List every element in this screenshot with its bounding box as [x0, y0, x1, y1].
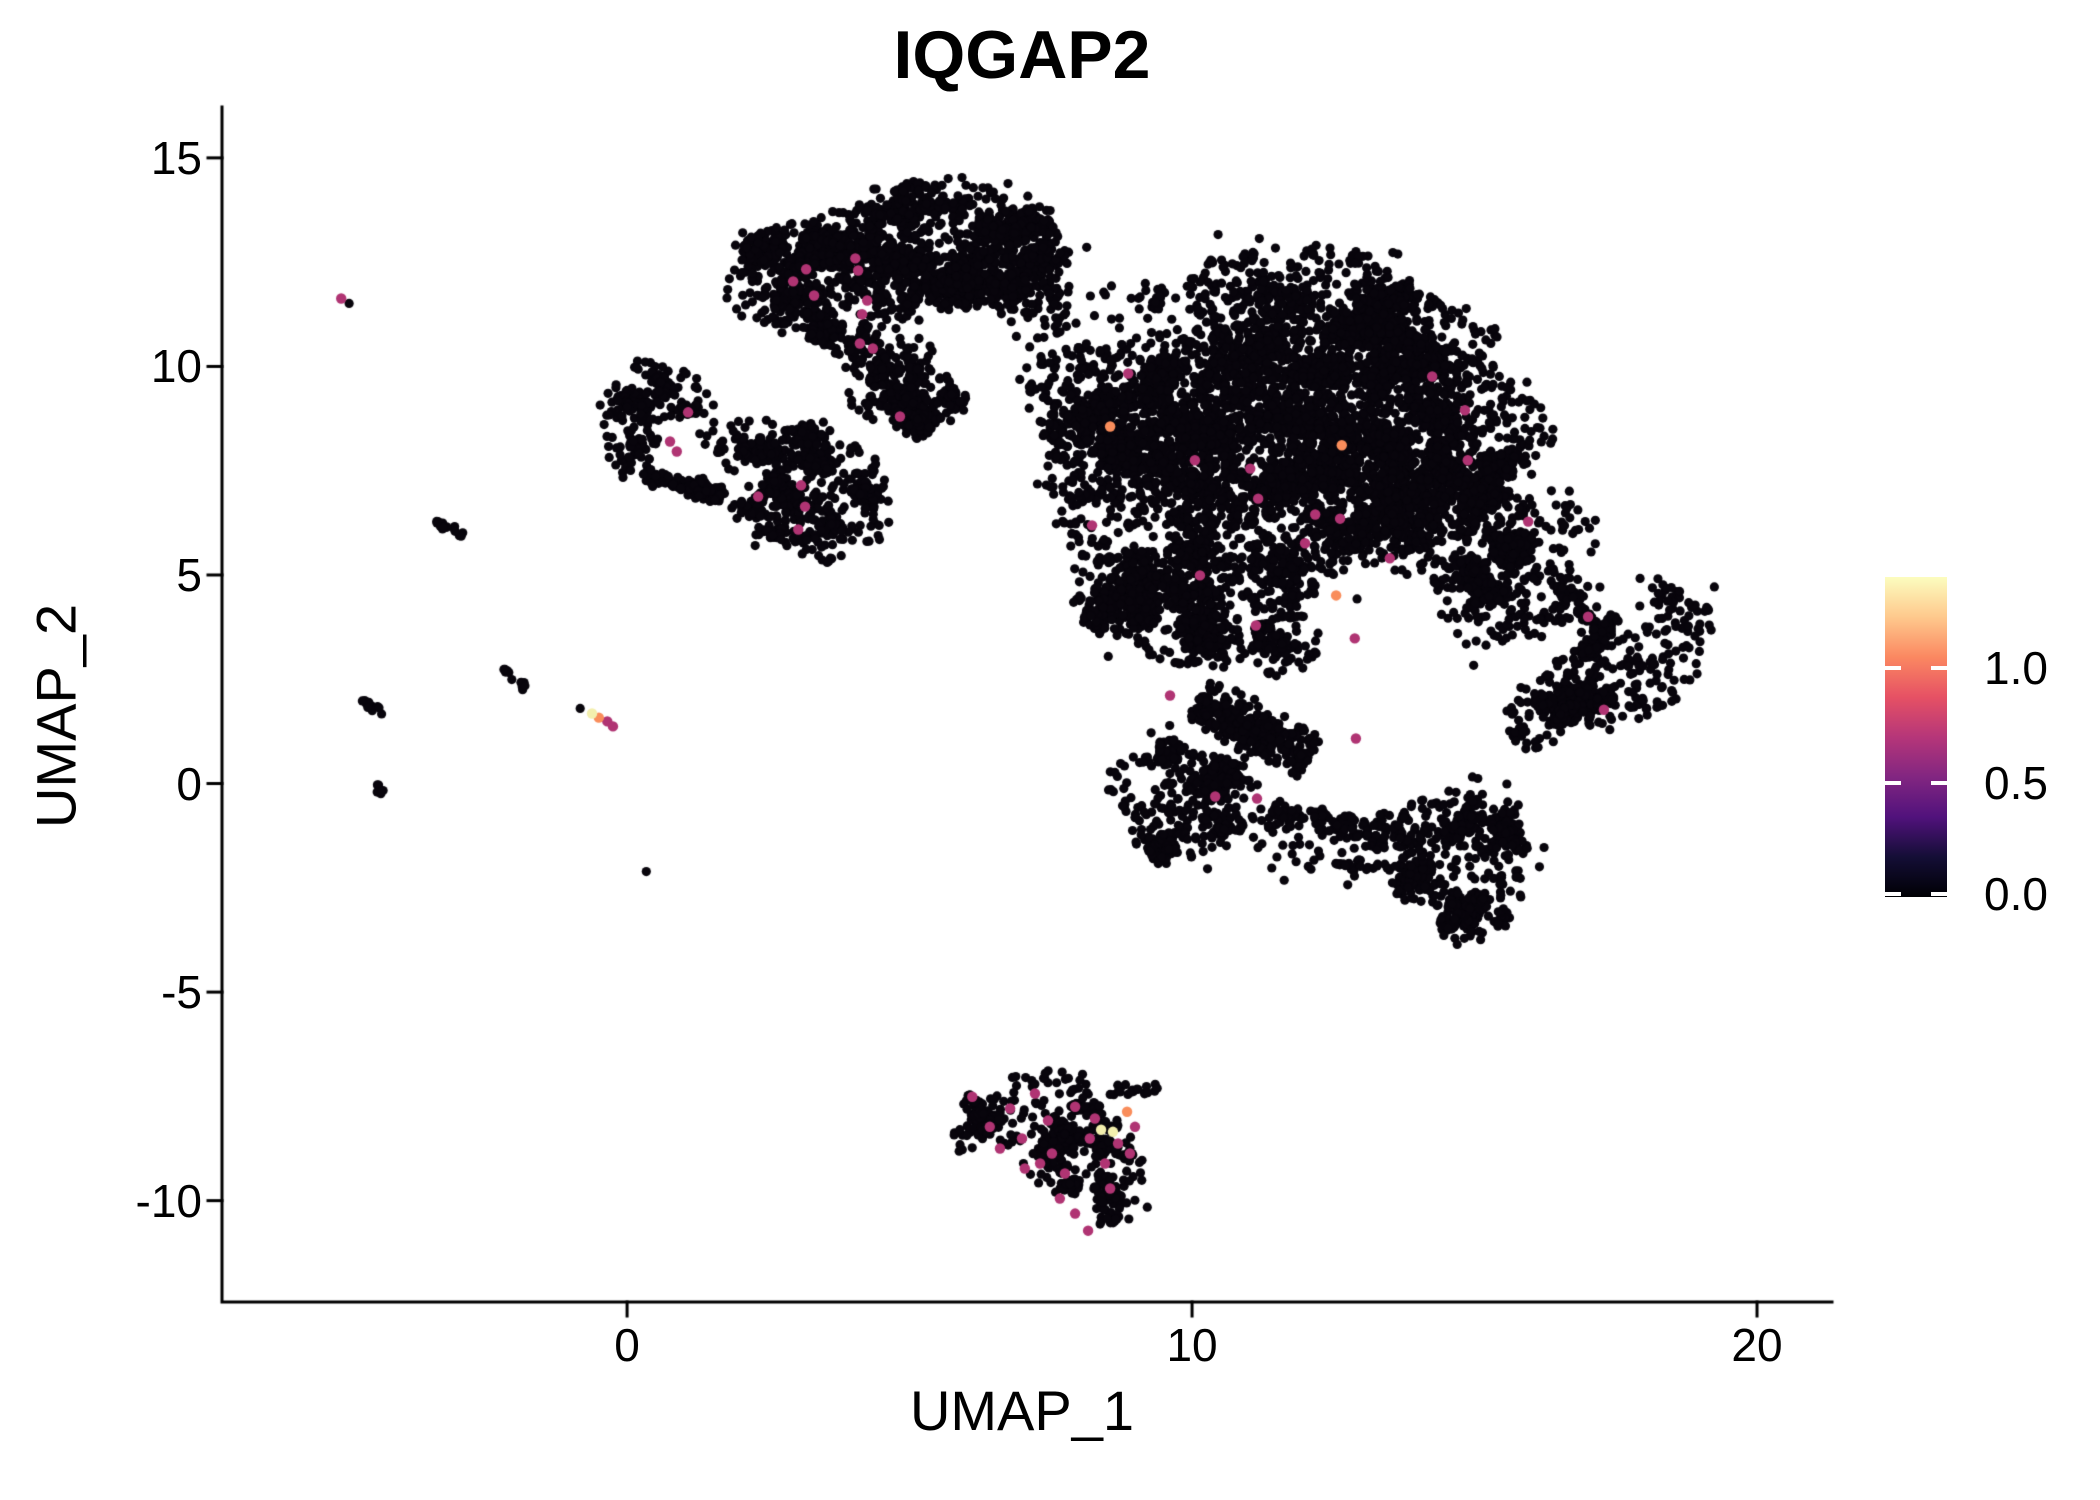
- colorbar-tick-label: 0.5: [1984, 756, 2048, 809]
- y-tick-label: 15: [150, 131, 202, 184]
- colorbar-tick-mark: [1885, 892, 1901, 896]
- y-tick-label: -5: [161, 966, 202, 1019]
- colorbar-tick-mark: [1931, 666, 1947, 671]
- x-axis-title: UMAP_1: [909, 1379, 1135, 1442]
- plot-title: IQGAP2: [893, 17, 1151, 93]
- x-tick-label: 0: [614, 1319, 640, 1371]
- y-tick-label: 10: [150, 340, 202, 393]
- y-tick-label: -10: [135, 1174, 202, 1227]
- colorbar-tick-mark: [1931, 892, 1947, 896]
- colorbar: [1885, 577, 1947, 897]
- y-tick-label: 5: [176, 548, 202, 601]
- colorbar-tick-mark: [1885, 780, 1901, 785]
- x-tick-label: 20: [1731, 1319, 1783, 1371]
- colorbar-tick-label: 0.0: [1984, 868, 2048, 920]
- x-tick-label: 10: [1166, 1319, 1218, 1371]
- colorbar-tick-mark: [1931, 780, 1947, 785]
- colorbar-tick-mark: [1885, 666, 1901, 671]
- colorbar-tick-label: 1.0: [1984, 642, 2048, 695]
- y-tick-label: 0: [176, 757, 202, 810]
